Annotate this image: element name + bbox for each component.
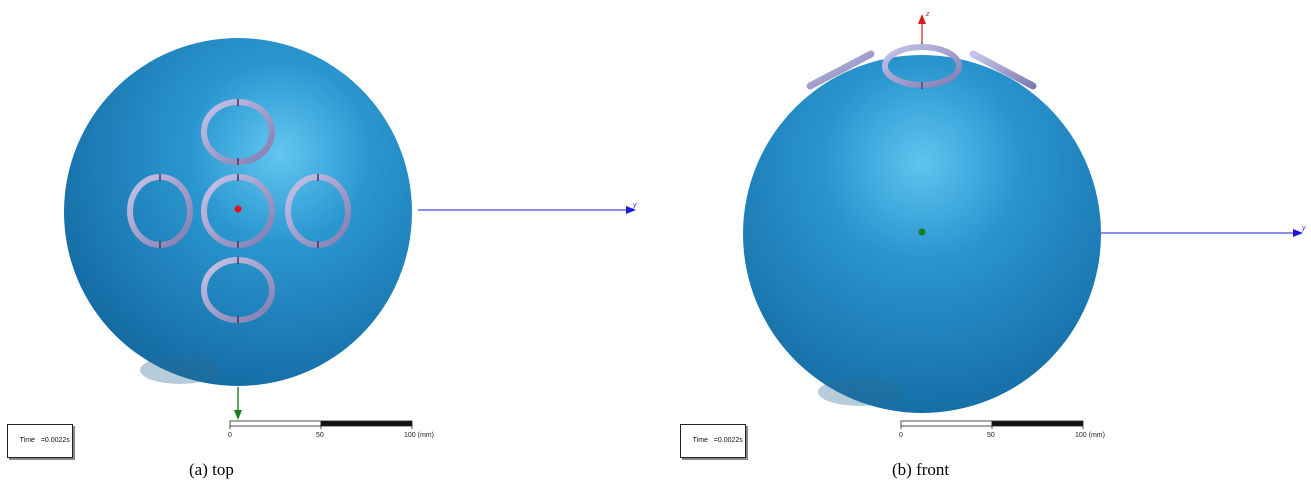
scale-bar: 0 50 100 (mm) [228, 420, 434, 439]
panel-front-view: z y 0 5 [655, 0, 1311, 493]
scale-tick-0: 0 [899, 432, 903, 439]
scale-tick-100: 100 (mm) [404, 432, 434, 439]
origin-marker [234, 205, 242, 213]
ring-north [201, 99, 275, 165]
ring-right-edge [969, 50, 1037, 90]
time-label: Time [692, 437, 708, 444]
ring-east [285, 174, 351, 248]
origin-marker [918, 228, 926, 236]
y-axis-arrowhead [626, 206, 636, 214]
sphere-shadow-patch [140, 356, 220, 384]
panel-top-view: y 0 50 100 (mm) Time =0.0022s (a) top [0, 0, 655, 493]
ring-west [127, 174, 193, 248]
time-value: =0.0022s [40, 437, 70, 444]
ring-left-edge [806, 50, 875, 90]
scale-tick-100: 100 (mm) [1075, 432, 1105, 439]
ring-front [882, 44, 962, 89]
ring-center [201, 174, 275, 248]
x-axis-arrowhead [234, 410, 242, 420]
front-view-drawing: z y 0 5 [743, 11, 1306, 439]
z-axis-label: z [925, 11, 930, 18]
caption-front: (b) front [892, 460, 950, 479]
scale-tick-50: 50 [316, 432, 324, 439]
y-axis-label: y [632, 202, 637, 209]
scale-bar: 0 50 100 (mm) [899, 420, 1105, 439]
sphere-shadow-patch [818, 378, 902, 406]
time-readout: Time =0.0022s [680, 424, 746, 458]
time-readout: Time =0.0022s [7, 424, 73, 458]
z-axis-arrowhead [918, 14, 926, 24]
scale-tick-0: 0 [228, 432, 232, 439]
time-label: Time [19, 437, 35, 444]
y-axis-label: y [1301, 225, 1306, 232]
ring-south [201, 257, 275, 323]
time-value: =0.0022s [713, 437, 743, 444]
scale-tick-50: 50 [987, 432, 995, 439]
y-axis-arrowhead [1293, 229, 1303, 237]
caption-top: (a) top [189, 460, 234, 479]
top-view-drawing: y 0 50 100 (mm) [64, 38, 637, 439]
